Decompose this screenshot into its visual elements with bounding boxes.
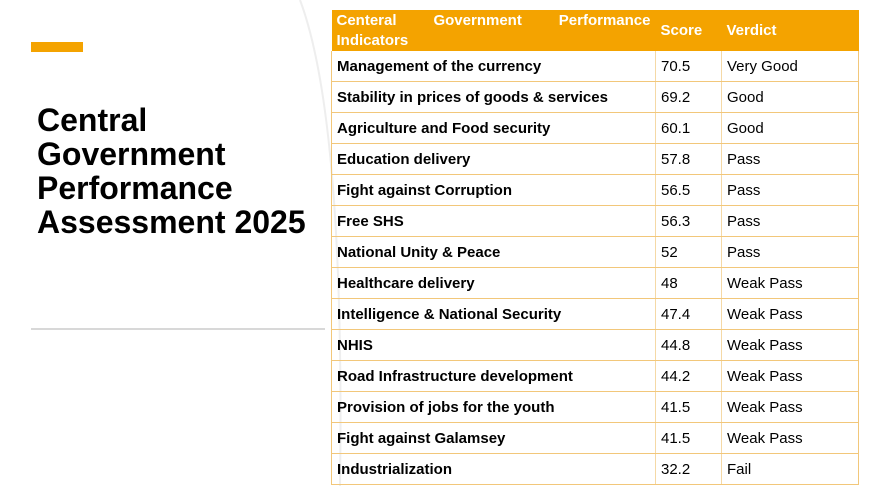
cell-indicator: Fight against Galamsey [331, 422, 656, 454]
table-row: Industrialization 32.2 Fail [331, 453, 859, 485]
table-row: NHIS 44.8 Weak Pass [331, 329, 859, 361]
cell-verdict: Fail [721, 453, 859, 485]
cell-verdict: Weak Pass [721, 329, 859, 361]
cell-score: 56.3 [655, 205, 722, 237]
cell-indicator: Intelligence & National Security [331, 298, 656, 330]
table-row: Education delivery 57.8 Pass [331, 143, 859, 175]
cell-verdict: Very Good [721, 51, 859, 82]
cell-score: 48 [655, 267, 722, 299]
cell-score: 41.5 [655, 422, 722, 454]
table-header-row: Centeral Government Performance Indicato… [331, 10, 859, 51]
performance-table-container: Centeral Government Performance Indicato… [331, 10, 859, 485]
cell-indicator: National Unity & Peace [331, 236, 656, 268]
cell-indicator: Healthcare delivery [331, 267, 656, 299]
cell-score: 44.2 [655, 360, 722, 392]
header-verdict: Verdict [721, 10, 859, 51]
header-score: Score [655, 10, 722, 51]
table-row: Agriculture and Food security 60.1 Good [331, 112, 859, 144]
table-row: Management of the currency 70.5 Very Good [331, 51, 859, 82]
cell-score: 44.8 [655, 329, 722, 361]
cell-indicator: Provision of jobs for the youth [331, 391, 656, 423]
cell-verdict: Weak Pass [721, 360, 859, 392]
table-row: Healthcare delivery 48 Weak Pass [331, 267, 859, 299]
performance-table: Centeral Government Performance Indicato… [331, 10, 859, 485]
cell-indicator: Agriculture and Food security [331, 112, 656, 144]
cell-score: 57.8 [655, 143, 722, 175]
cell-score: 56.5 [655, 174, 722, 206]
cell-verdict: Pass [721, 205, 859, 237]
cell-score: 60.1 [655, 112, 722, 144]
cell-indicator: Management of the currency [331, 51, 656, 82]
divider-line [31, 328, 325, 330]
cell-verdict: Good [721, 81, 859, 113]
cell-indicator: Industrialization [331, 453, 656, 485]
table-row: Road Infrastructure development 44.2 Weak … [331, 360, 859, 392]
cell-verdict: Weak Pass [721, 422, 859, 454]
table-row: Intelligence & National Security 47.4 Weak… [331, 298, 859, 330]
cell-score: 47.4 [655, 298, 722, 330]
cell-verdict: Pass [721, 236, 859, 268]
accent-bar [31, 42, 83, 52]
table-row: Fight against Corruption 56.5 Pass [331, 174, 859, 206]
table-row: Provision of jobs for the youth 41.5 Weak … [331, 391, 859, 423]
slide-title: Central Government Performance Assessmen… [37, 102, 306, 240]
cell-verdict: Weak Pass [721, 267, 859, 299]
cell-score: 70.5 [655, 51, 722, 82]
cell-score: 32.2 [655, 453, 722, 485]
table-row: Fight against Galamsey 41.5 Weak Pass [331, 422, 859, 454]
cell-indicator: Road Infrastructure development [331, 360, 656, 392]
cell-verdict: Weak Pass [721, 298, 859, 330]
table-row: Free SHS 56.3 Pass [331, 205, 859, 237]
cell-verdict: Good [721, 112, 859, 144]
cell-verdict: Weak Pass [721, 391, 859, 423]
cell-score: 52 [655, 236, 722, 268]
cell-indicator: Education delivery [331, 143, 656, 175]
header-indicator: Centeral Government Performance Indicato… [331, 10, 656, 51]
cell-indicator: Free SHS [331, 205, 656, 237]
cell-verdict: Pass [721, 174, 859, 206]
cell-indicator: NHIS [331, 329, 656, 361]
cell-score: 69.2 [655, 81, 722, 113]
table-row: National Unity & Peace 52 Pass [331, 236, 859, 268]
table-row: Stability in prices of goods & services 6… [331, 81, 859, 113]
cell-indicator: Stability in prices of goods & services [331, 81, 656, 113]
cell-indicator: Fight against Corruption [331, 174, 656, 206]
cell-score: 41.5 [655, 391, 722, 423]
cell-verdict: Pass [721, 143, 859, 175]
